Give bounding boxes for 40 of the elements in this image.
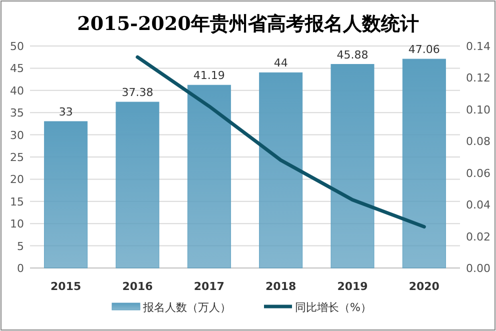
y2-tick-label: 0.00 bbox=[466, 262, 490, 275]
y-tick-label: 50 bbox=[10, 40, 24, 53]
y-tick-label: 35 bbox=[10, 106, 24, 120]
data-label: 45.88 bbox=[336, 48, 368, 62]
bar bbox=[116, 102, 160, 268]
x-tick-label: 2015 bbox=[50, 280, 82, 293]
bar bbox=[402, 58, 446, 268]
data-label: 44 bbox=[274, 56, 288, 70]
y2-tick-label: 0.10 bbox=[466, 103, 490, 116]
y-tick-label: 45 bbox=[10, 62, 24, 76]
y-tick-label: 40 bbox=[10, 84, 24, 98]
y2-tick-label: 0.14 bbox=[466, 40, 490, 53]
y-tick-label: 0 bbox=[17, 262, 24, 275]
bar bbox=[187, 84, 231, 268]
legend-label: 同比增长（%） bbox=[295, 301, 372, 314]
y-tick-label: 5 bbox=[17, 240, 24, 253]
data-label: 47.06 bbox=[408, 43, 440, 56]
chart-title: 2015-2020年贵州省高考报名人数统计 bbox=[77, 13, 419, 35]
y2-tick-label: 0.08 bbox=[466, 135, 490, 148]
y2-tick-label: 0.12 bbox=[466, 72, 490, 85]
y-tick-label: 15 bbox=[10, 195, 24, 208]
x-tick-label: 2020 bbox=[408, 280, 440, 293]
y2-tick-label: 0.04 bbox=[466, 198, 490, 212]
y-tick-label: 25 bbox=[10, 151, 24, 164]
x-tick-label: 2017 bbox=[194, 280, 224, 293]
data-label: 37.38 bbox=[122, 86, 154, 100]
y-tick-label: 10 bbox=[10, 218, 24, 231]
data-label: 41.19 bbox=[193, 69, 225, 82]
x-tick-label: 2016 bbox=[122, 280, 154, 293]
data-label: 33 bbox=[58, 105, 73, 118]
x-tick-label: 2019 bbox=[337, 280, 368, 293]
legend-label: 报名人数（万人） bbox=[142, 301, 231, 314]
y2-tick-label: 0.02 bbox=[466, 230, 490, 244]
bar bbox=[44, 121, 88, 268]
x-tick-label: 2018 bbox=[266, 280, 296, 293]
bar bbox=[259, 72, 303, 268]
y-tick-label: 30 bbox=[10, 128, 24, 142]
bar bbox=[330, 64, 374, 268]
y-tick-label: 20 bbox=[10, 173, 24, 186]
y2-tick-label: 0.06 bbox=[466, 166, 490, 180]
